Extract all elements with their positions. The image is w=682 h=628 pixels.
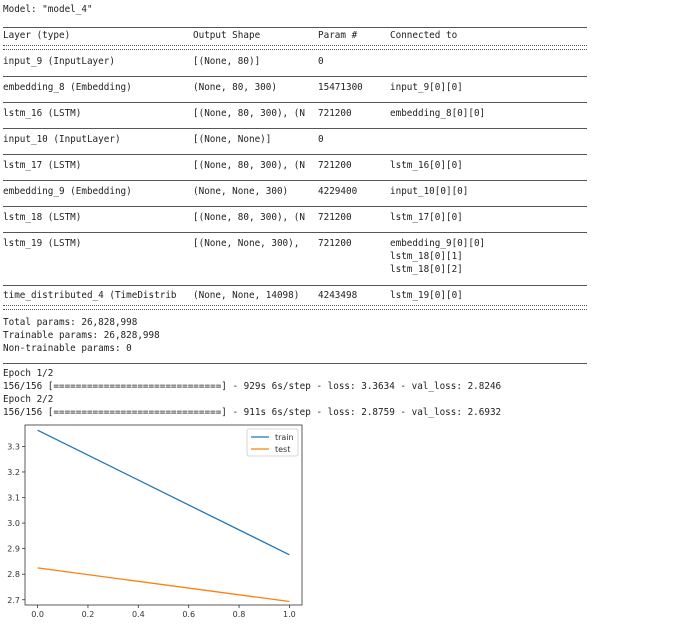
- row-divider: [3, 154, 587, 155]
- x-tick-label: 0.4: [132, 610, 145, 619]
- divider: [3, 27, 587, 28]
- cell-shape: [(None, None, 300),: [193, 238, 300, 249]
- cell-connected-to: input_9[0][0]: [390, 82, 463, 93]
- y-tick-label: 3.0: [7, 519, 20, 528]
- model-name-line: Model: "model_4": [3, 4, 93, 15]
- x-tick-label: 0.8: [233, 610, 246, 619]
- loss-chart: 0.0 0.2 0.4 0.6 0.8 1.0 2.7 2.8 2.9 3.0 3.1 3.2 3.3 t…: [7, 424, 303, 619]
- trainable-params: Trainable params: 26,828,998: [3, 330, 160, 341]
- epoch-2-label: Epoch 2/2: [3, 394, 54, 405]
- cell-layer: lstm_16 (LSTM): [3, 108, 82, 119]
- cell-connected-to: lstm_19[0][0]: [390, 290, 463, 301]
- cell-param: 4243498: [318, 290, 358, 301]
- cell-layer: embedding_9 (Embedding): [3, 186, 132, 197]
- y-tick-label: 3.1: [7, 494, 20, 503]
- legend-label-test: test: [275, 445, 290, 454]
- row-divider: [3, 128, 587, 129]
- row-divider: [3, 206, 587, 207]
- x-tick-label: 0.0: [31, 610, 44, 619]
- cell-shape: [(None, 80, 300), (N: [193, 108, 305, 119]
- cell-connected-to: lstm_17[0][0]: [390, 212, 463, 223]
- epoch-1-log: 156/156 [==============================]…: [3, 381, 502, 392]
- cell-layer: input_9 (InputLayer): [3, 56, 115, 67]
- x-tick-label: 1.0: [283, 610, 296, 619]
- cell-param: 0: [318, 56, 324, 67]
- cell-layer: embedding_8 (Embedding): [3, 82, 132, 93]
- cell-connected-to: embedding_9[0][0]: [390, 238, 486, 249]
- double-divider: [3, 45, 587, 50]
- cell-connected-to: lstm_16[0][0]: [390, 160, 463, 171]
- header-param: Param #: [318, 30, 358, 41]
- series-line-test: [37, 567, 290, 603]
- epoch-2-log: 156/156 [==============================]…: [3, 407, 502, 418]
- non-trainable-params: Non-trainable params: 0: [3, 343, 132, 354]
- row-divider: [3, 76, 587, 77]
- row-divider: [3, 232, 587, 233]
- cell-shape: (None, 80, 300): [193, 82, 277, 93]
- cell-layer: lstm_17 (LSTM): [3, 160, 82, 171]
- x-tick-label: 0.6: [182, 610, 195, 619]
- y-tick-label: 2.8: [7, 570, 20, 579]
- cell-shape: (None, None, 300): [193, 186, 289, 197]
- cell-param: 721200: [318, 160, 352, 171]
- legend-label-train: train: [275, 433, 294, 442]
- header-layer: Layer (type): [3, 30, 71, 41]
- y-tick-label: 3.2: [7, 468, 20, 477]
- row-divider: [3, 180, 587, 181]
- divider: [3, 363, 587, 364]
- plot-frame: [24, 424, 303, 606]
- x-tick-label: 0.2: [82, 610, 95, 619]
- y-tick-label: 3.3: [7, 442, 20, 451]
- total-params: Total params: 26,828,998: [3, 317, 138, 328]
- series-line-train: [37, 429, 290, 556]
- epoch-1-label: Epoch 1/2: [3, 368, 54, 379]
- row-divider: [3, 102, 587, 103]
- cell-param: 721200: [318, 212, 352, 223]
- cell-shape: [(None, None)]: [193, 134, 272, 145]
- cell-param: 721200: [318, 238, 352, 249]
- cell-param: 4229400: [318, 186, 358, 197]
- cell-param: 0: [318, 134, 324, 145]
- cell-param: 721200: [318, 108, 352, 119]
- y-tick-label: 2.7: [7, 596, 20, 605]
- cell-layer: input_10 (InputLayer): [3, 134, 121, 145]
- cell-layer: lstm_18 (LSTM): [3, 212, 82, 223]
- header-connected: Connected to: [390, 30, 458, 41]
- cell-layer: time_distributed_4 (TimeDistrib: [3, 290, 177, 301]
- header-output-shape: Output Shape: [193, 30, 261, 41]
- double-divider: [3, 305, 587, 310]
- cell-shape: [(None, 80)]: [193, 56, 261, 67]
- cell-shape: [(None, 80, 300), (N: [193, 212, 305, 223]
- cell-connected-to: lstm_18[0][2]: [390, 264, 463, 275]
- y-tick-label: 2.9: [7, 545, 20, 554]
- cell-connected-to: lstm_18[0][1]: [390, 251, 463, 262]
- cell-connected-to: embedding_8[0][0]: [390, 108, 486, 119]
- cell-shape: [(None, 80, 300), (N: [193, 160, 305, 171]
- row-divider: [3, 285, 587, 286]
- cell-shape: (None, None, 14098): [193, 290, 300, 301]
- cell-layer: lstm_19 (LSTM): [3, 238, 82, 249]
- cell-param: 15471300: [318, 82, 363, 93]
- cell-connected-to: input_10[0][0]: [390, 186, 469, 197]
